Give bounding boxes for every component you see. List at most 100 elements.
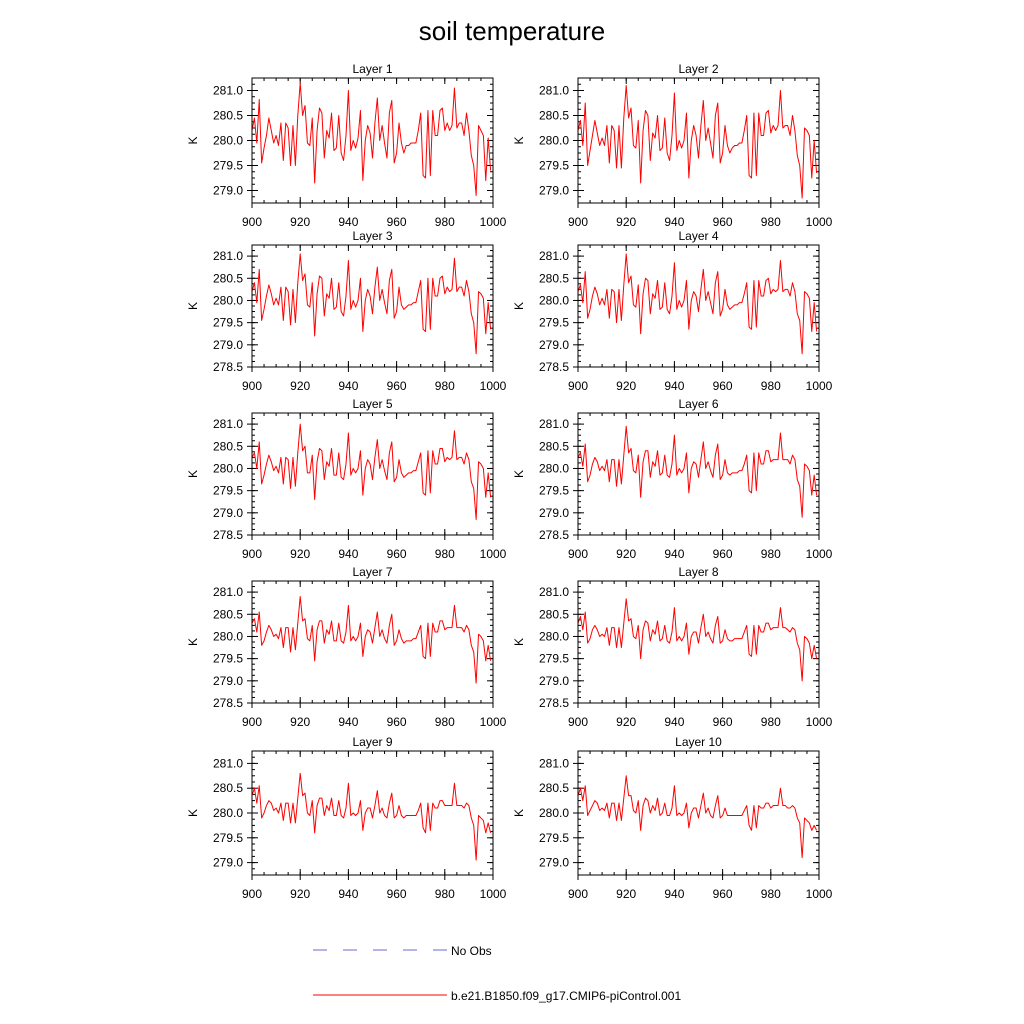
y-tick-label: 281.0 [213,417,243,431]
series-line [251,596,492,684]
y-tick-label: 279.0 [539,338,569,352]
y-tick-label: 279.0 [213,674,243,688]
y-tick-label: 279.5 [539,316,569,330]
panel-3: Layer 3 K 900 920 940 960 980 1000 278.5 279.0 279… [186,229,507,393]
legend-model-label: b.e21.B1850.f09_g17.CMIP6-piControl.001 [451,989,681,1003]
panels-group: Layer 1 K 900 920 940 960 980 1000 279.0 279.5 280… [186,62,833,901]
x-tick-label: 1000 [806,887,833,901]
plot-frame [577,244,820,368]
y-axis-label: K [512,136,526,144]
x-tick-label: 1000 [480,547,507,561]
y-tick-label: 279.0 [213,338,243,352]
plot-frame [577,580,820,704]
x-tick-label: 920 [290,887,310,901]
y-tick-label: 278.5 [213,528,243,542]
x-tick-label: 940 [664,215,684,229]
x-tick-label: 920 [290,379,310,393]
y-axis-label: K [512,302,526,310]
panel-title: Layer 7 [352,565,392,579]
series-line [577,598,818,682]
y-tick-label: 279.5 [213,316,243,330]
y-tick-label: 280.5 [213,439,243,453]
y-tick-label: 280.5 [213,109,243,123]
x-tick-label: 940 [338,215,358,229]
x-tick-label: 980 [435,215,455,229]
y-tick-label: 280.0 [539,293,569,307]
panel-title: Layer 3 [352,229,392,243]
x-tick-label: 920 [616,887,636,901]
plot-frame [577,412,820,536]
x-tick-label: 960 [713,547,733,561]
plot-frame [251,750,494,876]
y-tick-label: 279.0 [539,184,569,198]
x-tick-label: 980 [435,379,455,393]
panel-title: Layer 8 [678,565,718,579]
x-tick-label: 1000 [480,379,507,393]
x-tick-label: 980 [435,715,455,729]
panel-2: Layer 2 K 900 920 940 960 980 1000 279.0 279.5 280… [512,62,833,229]
series-line [251,423,492,520]
y-tick-label: 279.5 [539,484,569,498]
y-tick-label: 279.0 [539,856,569,870]
x-tick-label: 900 [242,215,262,229]
y-tick-label: 281.0 [213,249,243,263]
y-tick-label: 279.5 [213,484,243,498]
x-tick-label: 900 [242,887,262,901]
y-tick-label: 279.5 [213,831,243,845]
panel-1: Layer 1 K 900 920 940 960 980 1000 279.0 279.5 280… [186,62,507,229]
y-tick-label: 279.0 [213,184,243,198]
x-tick-label: 980 [761,215,781,229]
y-tick-label: 279.0 [539,674,569,688]
x-tick-label: 940 [338,379,358,393]
series-line [577,775,818,859]
series-line [251,253,492,355]
y-tick-label: 278.5 [539,528,569,542]
x-tick-label: 900 [568,887,588,901]
x-tick-label: 900 [242,715,262,729]
y-axis-label: K [186,470,200,478]
panel-5: Layer 5 K 900 920 940 960 980 1000 278.5 279.0 279… [186,397,507,561]
x-tick-label: 960 [387,715,407,729]
panel-9: Layer 9 K 900 920 940 960 980 1000 279.0 279.5 280… [186,735,507,901]
plot-frame [251,77,494,204]
y-tick-label: 279.0 [539,506,569,520]
y-tick-label: 280.5 [213,271,243,285]
plot-frame [577,750,820,876]
x-tick-label: 980 [761,887,781,901]
x-tick-label: 960 [713,215,733,229]
x-tick-label: 920 [290,715,310,729]
x-tick-label: 960 [713,715,733,729]
y-axis-label: K [512,470,526,478]
y-tick-label: 280.5 [539,607,569,621]
y-tick-label: 279.5 [539,652,569,666]
x-tick-label: 980 [761,715,781,729]
x-tick-label: 920 [616,715,636,729]
x-tick-label: 900 [568,215,588,229]
x-tick-label: 920 [290,547,310,561]
legend: No Obs b.e21.B1850.f09_g17.CMIP6-piContr… [313,944,681,1003]
y-tick-label: 280.0 [213,629,243,643]
series-line [577,85,818,199]
y-axis-label: K [186,638,200,646]
y-axis-label: K [186,809,200,817]
y-tick-label: 280.0 [539,461,569,475]
x-tick-label: 1000 [806,715,833,729]
x-tick-label: 960 [387,547,407,561]
y-tick-label: 280.5 [213,781,243,795]
y-tick-label: 280.5 [539,109,569,123]
y-tick-label: 281.0 [539,585,569,599]
panel-title: Layer 2 [678,62,718,76]
series-line [251,82,492,196]
x-tick-label: 980 [435,547,455,561]
y-axis-label: K [512,638,526,646]
x-tick-label: 940 [338,715,358,729]
x-tick-label: 960 [387,887,407,901]
y-tick-label: 281.0 [539,756,569,770]
x-tick-label: 980 [761,379,781,393]
panel-title: Layer 1 [352,62,392,76]
y-tick-label: 280.0 [539,806,569,820]
panel-title: Layer 9 [352,735,392,749]
series-line [577,425,818,518]
panel-title: Layer 4 [678,229,718,243]
x-tick-label: 1000 [806,379,833,393]
